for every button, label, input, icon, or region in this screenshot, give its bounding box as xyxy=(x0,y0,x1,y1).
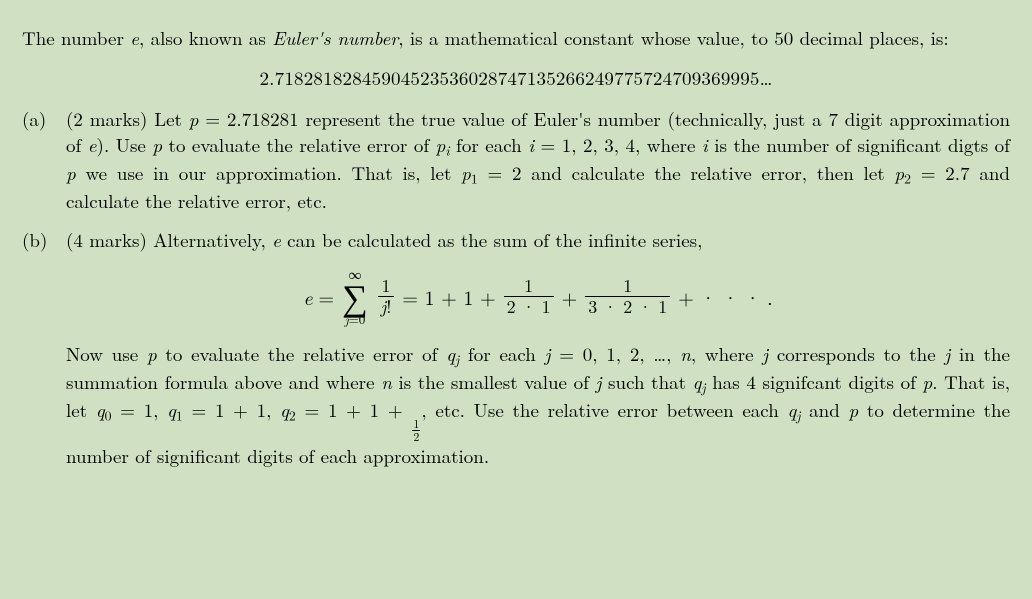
text: is the smallest value of xyxy=(392,368,596,395)
numerator: 1 xyxy=(620,277,635,295)
text: and xyxy=(800,396,848,423)
sub-2: 2 xyxy=(904,168,911,187)
part-a: (a) (2 marks) Let p = 2.718281 represent… xyxy=(22,106,1010,213)
text: is the number of significant digts of xyxy=(708,131,1010,158)
sum-lower: j=0 xyxy=(345,312,366,325)
equals: = xyxy=(319,283,335,310)
fraction-1-over-2: 1 2 · 1 xyxy=(504,277,554,316)
intro-text: , also known as xyxy=(139,24,272,51)
factorial: ! xyxy=(386,294,391,319)
intro-text: The number xyxy=(22,24,130,51)
var-p: p xyxy=(147,340,157,367)
euler-number-term: Euler's number xyxy=(272,24,398,51)
text: corresponds to the xyxy=(768,340,944,367)
text: = 0, 1, 2, …, xyxy=(550,340,680,367)
text: = 1, xyxy=(111,396,167,423)
euler-digits: 2.71828182845904523536028747135266249775… xyxy=(22,65,1010,91)
part-b: (b) (4 marks) Alternatively, e can be ca… xyxy=(22,227,1010,468)
var-pi: p xyxy=(436,131,446,158)
numerator: 1 xyxy=(379,277,394,295)
text: = 1 + 1, xyxy=(183,396,280,423)
text: we use in our approximation. That is, le… xyxy=(76,159,461,186)
text: =0 xyxy=(349,309,366,328)
var-p: p xyxy=(849,396,859,423)
text: can be calculated as the sum of the infi… xyxy=(281,226,703,253)
var-q1: q xyxy=(167,396,176,423)
page: The number e, also known as Euler's numb… xyxy=(0,0,1032,492)
text: for each xyxy=(459,340,544,367)
var-p: p xyxy=(66,159,76,186)
var-e: e xyxy=(130,24,139,51)
text: = 2 and calculate the relative error, th… xyxy=(478,159,895,186)
fraction-1-over-6: 1 3 · 2 · 1 xyxy=(585,277,670,316)
var-qj: q xyxy=(787,396,796,423)
eq-lhs: e xyxy=(303,283,312,310)
marks: (2 marks) xyxy=(66,105,154,132)
var-p2: p xyxy=(894,159,904,186)
text: ). Use xyxy=(97,131,153,158)
fraction-1-over-jfact: 1 j! xyxy=(378,277,395,316)
text: to evaluate the relative error of xyxy=(157,340,447,367)
var-p: p xyxy=(189,105,199,132)
sub-1: 1 xyxy=(176,406,183,425)
denominator: 2 · 1 xyxy=(504,298,554,316)
part-b-body: (4 marks) Alternatively, e can be calcul… xyxy=(66,227,1010,468)
text: , where xyxy=(691,340,762,367)
marks: (4 marks) xyxy=(66,226,153,253)
ellipsis: + · · · . xyxy=(678,283,772,310)
text: such that xyxy=(601,368,692,395)
text: Now use xyxy=(66,340,147,367)
var-e: e xyxy=(272,226,281,253)
intro-text: , is a mathematical constant whose value… xyxy=(398,24,948,51)
series-equation: e = ∞ ∑ j=0 1 j! = 1 + 1 + 1 xyxy=(66,267,1010,325)
text: for each xyxy=(450,131,529,158)
var-p1: p xyxy=(461,159,471,186)
summation: ∞ ∑ j=0 xyxy=(342,267,368,325)
part-a-label: (a) xyxy=(22,106,66,213)
text: , etc. Use the relative error between ea… xyxy=(421,396,787,423)
var-e: e xyxy=(88,131,97,158)
text: Let xyxy=(154,105,189,132)
plus: + xyxy=(562,283,578,310)
equals-expansion: = 1 + 1 + xyxy=(402,283,495,310)
var-n: n xyxy=(680,340,691,367)
sub-1: 1 xyxy=(471,168,478,187)
fraction-half: 12 xyxy=(412,418,420,443)
part-a-body: (2 marks) Let p = 2.718281 represent the… xyxy=(66,106,1010,213)
part-b-label: (b) xyxy=(22,227,66,468)
var-q0: q xyxy=(96,396,105,423)
sub-2: 2 xyxy=(289,406,296,425)
text: = 1, 2, 3, 4, where xyxy=(534,131,702,158)
var-q2: q xyxy=(280,396,289,423)
sigma-icon: ∑ xyxy=(342,280,368,312)
denominator: j! xyxy=(378,298,395,316)
text: Alternatively, xyxy=(153,226,272,253)
var-p: p xyxy=(152,131,162,158)
denominator: 3 · 2 · 1 xyxy=(585,298,670,316)
var-n: n xyxy=(381,368,392,395)
text: has 4 signifcant digits of xyxy=(706,368,923,395)
text: to evaluate the relative error of xyxy=(162,131,436,158)
var-qj: q xyxy=(446,340,455,367)
equation: e = ∞ ∑ j=0 1 j! = 1 + 1 + 1 xyxy=(303,267,772,325)
var-p: p xyxy=(923,368,933,395)
text: = 1 + 1 + xyxy=(296,396,412,423)
numerator: 1 xyxy=(521,277,536,295)
intro-paragraph: The number e, also known as Euler's numb… xyxy=(22,25,1010,51)
